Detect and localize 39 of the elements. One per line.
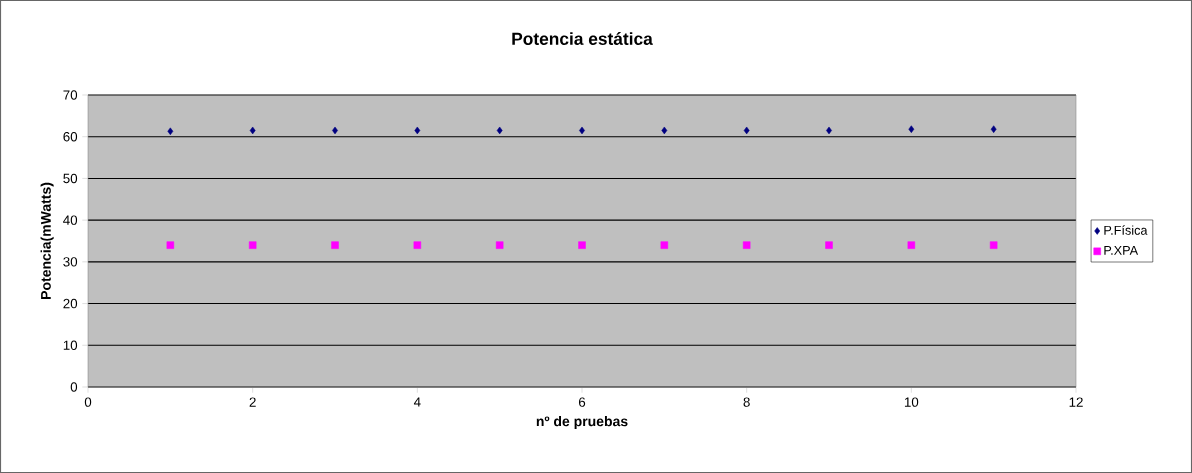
point (825, 241, 833, 249)
y-tick-label: 0 (70, 382, 78, 392)
point (495, 241, 504, 249)
point (908, 125, 915, 133)
point (990, 125, 997, 133)
y-tick-label: 30 (63, 257, 78, 267)
chart-title: Potencia estática (512, 32, 653, 45)
x-axis-title: nº de pruebas (536, 415, 628, 430)
point (413, 241, 422, 249)
point (167, 127, 174, 136)
point (743, 126, 750, 135)
point (661, 126, 668, 135)
x-tick-label: 4 (413, 397, 421, 407)
point (166, 241, 175, 249)
x-tick-label: 12 (1069, 397, 1083, 407)
y-tick-label: 50 (63, 173, 78, 184)
point (331, 241, 339, 249)
point (660, 241, 669, 249)
y-tick-label: 20 (63, 298, 78, 309)
point (414, 126, 421, 135)
point (578, 241, 586, 249)
y-tick-label: 70 (63, 90, 78, 100)
y-tick-label: 10 (63, 340, 78, 350)
legend-label: P.XPA (1104, 245, 1139, 255)
x-tick-label: 0 (84, 397, 92, 407)
point (496, 126, 503, 135)
point (248, 241, 257, 249)
y-tick-label: 60 (63, 131, 78, 142)
y-tick-label: 40 (63, 215, 78, 225)
x-tick-label: 8 (743, 397, 750, 407)
point (989, 241, 998, 249)
x-tick-label: 10 (904, 397, 919, 407)
x-tick-label: 2 (249, 397, 256, 407)
x-tick-label: 6 (578, 397, 586, 407)
legend-label: P.Física (1104, 225, 1148, 235)
point (907, 241, 916, 249)
point (742, 241, 751, 249)
y-axis-title: Potencia(mWatts) (40, 182, 54, 299)
point (249, 126, 256, 135)
